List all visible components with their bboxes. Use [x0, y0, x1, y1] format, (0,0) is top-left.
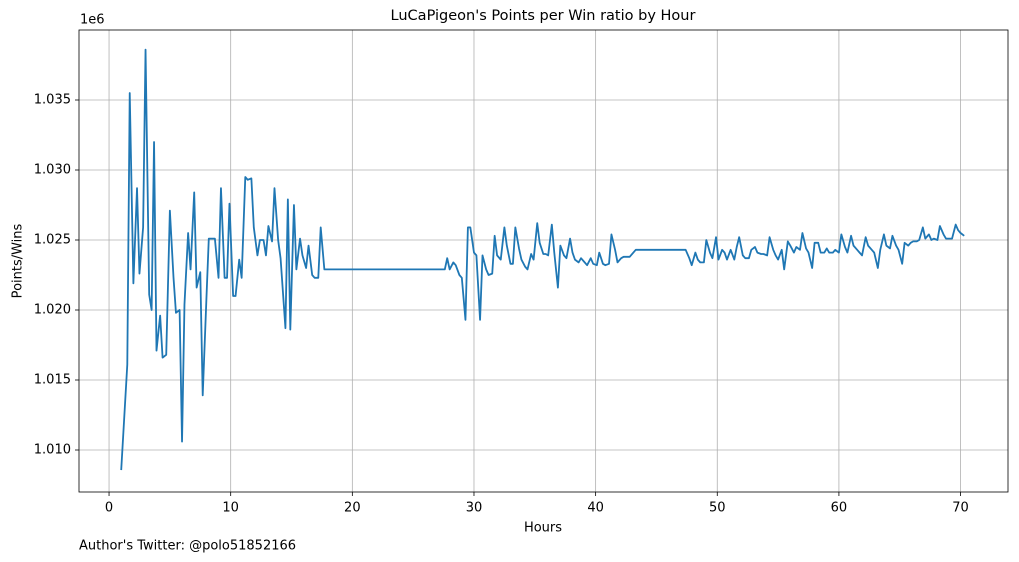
y-tick-label: 1.030: [34, 163, 71, 178]
x-tick-label: 50: [709, 501, 726, 516]
y-tick-label: 1.035: [34, 93, 71, 108]
plot-frame: [78, 29, 1009, 493]
data-line: [120, 48, 965, 471]
y-tick-label: 1.010: [34, 443, 71, 458]
chart-title: LuCaPigeon's Points per Win ratio by Hou…: [391, 8, 696, 24]
footer: Author's Twitter: @polo51852166: [79, 539, 296, 554]
y-tick-label: 1.020: [34, 303, 71, 318]
x-tick-label: 70: [952, 501, 969, 516]
x-axis-label: Hours: [524, 521, 562, 536]
y-axis-label: Points/Wins: [11, 223, 26, 298]
y-offset-label: 1e6: [80, 13, 105, 28]
x-tick-label: 30: [466, 501, 483, 516]
x-tick-label: 60: [831, 501, 848, 516]
x-tick-label: 0: [105, 501, 113, 516]
x-tick-label: 20: [344, 501, 361, 516]
y-tick-label: 1.015: [34, 373, 71, 388]
x-tick-label: 10: [222, 501, 239, 516]
y-tick-label: 1.025: [34, 233, 71, 248]
x-tick-label: 40: [587, 501, 604, 516]
